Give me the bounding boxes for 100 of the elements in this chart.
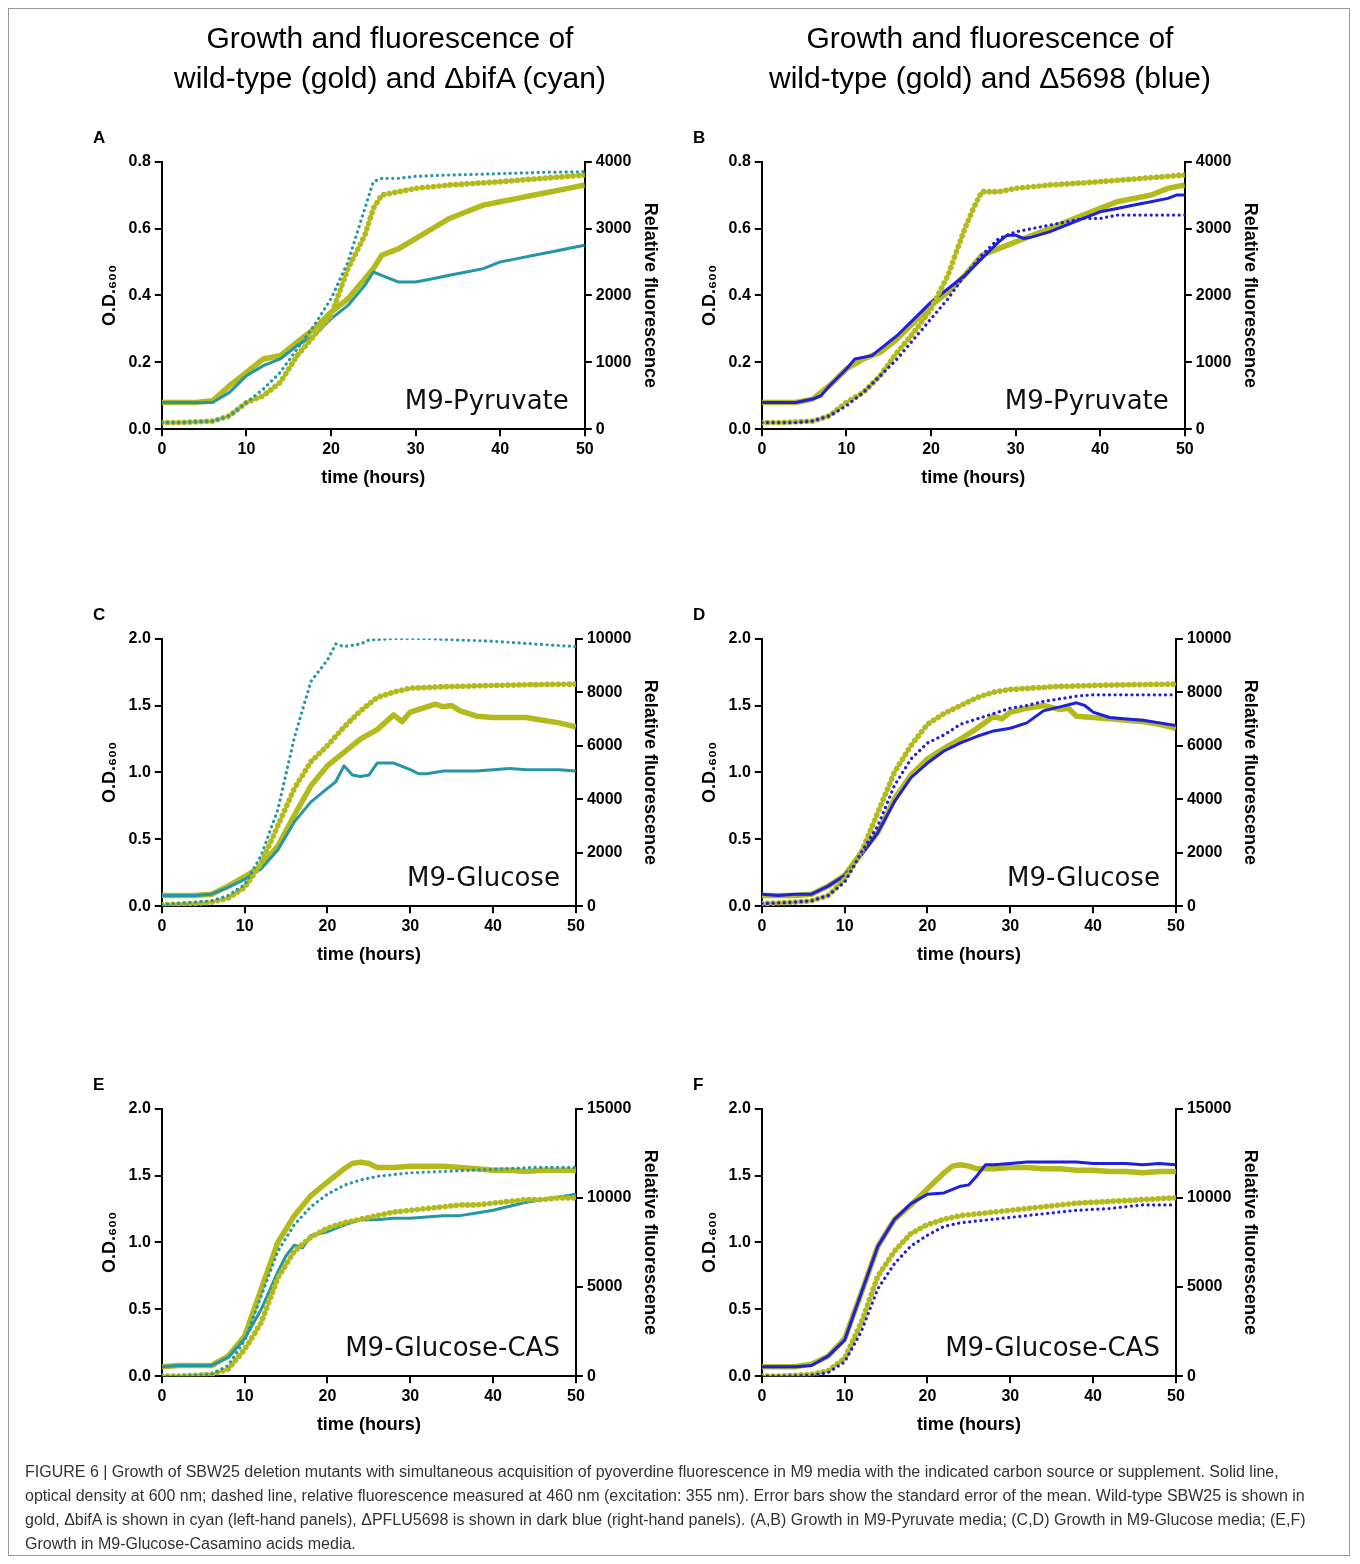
x-tick-label: 10: [235, 1387, 254, 1405]
y2-tick-label: 0: [586, 896, 596, 914]
x-axis-title: time (hours): [316, 1414, 421, 1435]
y2-tick-label: 15000: [586, 1099, 632, 1117]
y2-tick-label: 2000: [1195, 285, 1232, 303]
y-tick-label: 2.0: [728, 629, 751, 647]
caption: FIGURE 6 | Growth of SBW25 deletion mutants with simultaneous acquisition of pyoverdine fluorescence in M9 media with the indicated carbon source or supplement. Solid line, optical density at 600 nm; dashed line, relative fluorescence measured at 460 nm (excitation: 355 nm). Error bars show the standard error of the mean. Wild-type SBW25 is shown in gold, ΔbifA is shown in cyan (left-hand panels), ΔPFLU5698 is shown in dark blue (right-hand panels). (A,B) Growth in M9-Pyruvate media; (C,D) Growth in M9-Glucose media; (E,F) Growth in M9-Glucose-Casamino acids media.: [25, 1462, 1307, 1554]
y2-tick-label: 4000: [1195, 152, 1232, 170]
x-tick-label: 50: [1167, 917, 1185, 935]
chart-subtitle: B: [693, 128, 707, 148]
x-tick-label: 30: [401, 917, 420, 935]
chart-title: Growth and fluorescence of wild-type (gold) and ΔbifA (cyan): [174, 21, 606, 94]
annotation: M9-Pyruvate: [1004, 384, 1169, 415]
chart-subtitle: F: [693, 1075, 705, 1095]
annotation: M9-Glucose: [1007, 861, 1160, 892]
chart-subtitle: A: [93, 128, 106, 147]
y-tick-label: 2.0: [128, 629, 151, 647]
x-tick-label: 20: [318, 917, 337, 935]
y-tick-label: 0.2: [728, 352, 751, 370]
x-tick-label: 50: [1167, 1387, 1185, 1405]
y-tick-label: 0.4: [728, 285, 751, 303]
x-tick-label: 20: [922, 440, 941, 458]
y2-tick-label: 0: [1195, 419, 1205, 437]
annotation: M9-Pyruvate: [404, 384, 569, 415]
x-tick-label: 0: [757, 440, 767, 458]
y-tick-label: 2.0: [728, 1099, 751, 1117]
y-tick-label: 2.0: [128, 1099, 151, 1117]
y-tick-label: 1.5: [728, 1165, 751, 1183]
chart-subtitle: D: [693, 605, 707, 625]
chart-title: Growth and fluorescence of wild-type (gold) and Δ5698 (blue): [769, 21, 1211, 94]
y2-tick-label: 6000: [586, 736, 623, 754]
y-tick-label: 0.5: [128, 829, 151, 847]
y-axis-title: O.D.₆₀₀: [98, 264, 119, 327]
x-tick-label: 0: [157, 440, 167, 458]
x-tick-label: 40: [491, 440, 510, 458]
y2-tick-label: 1000: [595, 352, 632, 370]
y-axis-title: O.D.₆₀₀: [98, 1211, 119, 1274]
y-tick-label: 0.0: [128, 1366, 151, 1384]
y2-tick-label: 5000: [586, 1277, 623, 1295]
y2-axis-title: Relative fluorescence: [641, 679, 662, 865]
x-tick-label: 0: [157, 917, 167, 935]
y2-tick-label: 3000: [595, 218, 632, 236]
y2-axis-title: Relative fluorescence: [641, 1149, 662, 1335]
y-tick-label: 0.6: [128, 218, 151, 236]
y2-tick-label: 5000: [1186, 1277, 1223, 1295]
y2-tick-label: 4000: [595, 152, 632, 170]
x-tick-label: 30: [1001, 1387, 1020, 1405]
y2-tick-label: 4000: [1186, 789, 1223, 807]
y-tick-label: 0.5: [728, 829, 751, 847]
y-tick-label: 0.0: [728, 896, 751, 914]
x-tick-label: 20: [322, 440, 341, 458]
y2-tick-label: 8000: [586, 682, 623, 700]
x-axis-title: time (hours): [321, 467, 426, 488]
x-tick-label: 50: [567, 1387, 585, 1405]
y-tick-label: 0.0: [128, 419, 151, 437]
chart-subtitle: E: [93, 1075, 105, 1094]
x-tick-label: 20: [918, 1387, 937, 1405]
y2-tick-label: 2000: [1186, 843, 1223, 861]
y2-axis-title: Relative fluorescence: [641, 202, 662, 388]
y2-tick-label: 15000: [1186, 1099, 1232, 1117]
y-tick-label: 0.0: [728, 419, 751, 437]
x-tick-label: 10: [237, 440, 256, 458]
x-tick-label: 40: [1084, 917, 1103, 935]
x-tick-label: 40: [484, 1387, 503, 1405]
y-tick-label: 0.5: [728, 1299, 751, 1317]
y2-tick-label: 2000: [595, 285, 632, 303]
y2-tick-label: 10000: [1186, 1188, 1232, 1206]
y2-tick-label: 10000: [1186, 629, 1232, 647]
y2-tick-label: 6000: [1186, 736, 1223, 754]
x-axis-title: time (hours): [916, 944, 1021, 965]
x-tick-label: 20: [318, 1387, 337, 1405]
annotation: M9-Glucose: [407, 861, 560, 892]
x-tick-label: 10: [837, 440, 856, 458]
y-tick-label: 1.5: [728, 695, 751, 713]
x-tick-label: 0: [757, 1387, 767, 1405]
y2-tick-label: 0: [1186, 1366, 1196, 1384]
y2-tick-label: 10000: [586, 629, 632, 647]
x-axis-title: time (hours): [916, 1414, 1021, 1435]
y-axis-title: O.D.₆₀₀: [698, 741, 719, 804]
y2-tick-label: 4000: [586, 789, 623, 807]
chart-subtitle: C: [93, 605, 106, 624]
y-axis-title: O.D.₆₀₀: [698, 264, 719, 327]
y-tick-label: 1.5: [128, 1165, 151, 1183]
x-tick-label: 0: [757, 917, 767, 935]
y2-tick-label: 0: [595, 419, 605, 437]
x-tick-label: 50: [575, 440, 594, 458]
y2-tick-label: 3000: [1195, 218, 1232, 236]
y2-tick-label: 0: [1186, 896, 1196, 914]
annotation: M9-Glucose-CAS: [345, 1331, 560, 1362]
y-tick-label: 1.0: [128, 762, 151, 780]
x-tick-label: 20: [918, 917, 937, 935]
y-tick-label: 1.0: [128, 1232, 151, 1250]
x-tick-label: 10: [835, 1387, 854, 1405]
y-tick-label: 1.0: [728, 762, 751, 780]
y-axis-title: O.D.₆₀₀: [698, 1211, 719, 1274]
y-tick-label: 0.8: [728, 152, 751, 170]
y2-axis-title: Relative fluorescence: [1241, 679, 1262, 865]
y-tick-label: 1.5: [128, 695, 151, 713]
x-tick-label: 30: [1001, 917, 1020, 935]
y-tick-label: 0.8: [128, 152, 151, 170]
